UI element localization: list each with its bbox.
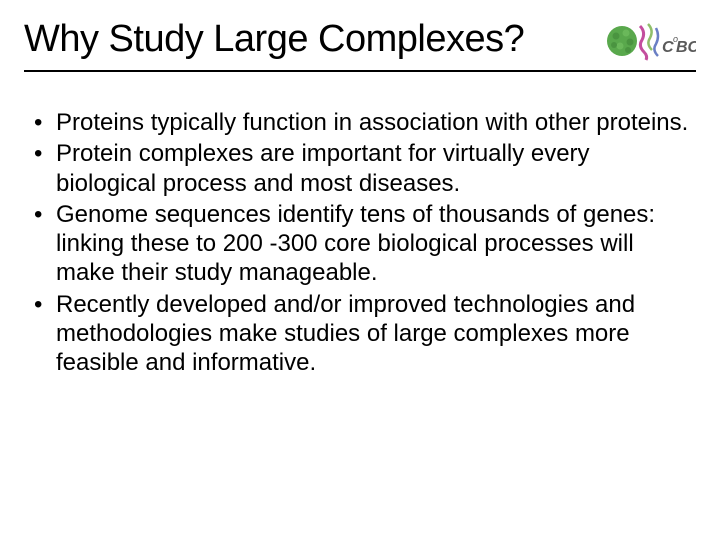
slide-title: Why Study Large Complexes? (24, 18, 524, 62)
bullet-item: Protein complexes are important for virt… (28, 139, 692, 198)
logo-icon: C o BC (606, 18, 696, 64)
slide: Why Study Large Complexes? C o BC (0, 0, 720, 540)
bullet-item: Recently developed and/or improved techn… (28, 290, 692, 378)
bullet-item: Genome sequences identify tens of thousa… (28, 200, 692, 288)
bullet-item: Proteins typically function in associati… (28, 108, 692, 137)
svg-text:BC: BC (676, 39, 696, 56)
header-row: Why Study Large Complexes? C o BC (24, 18, 696, 64)
title-divider (24, 70, 696, 72)
bullet-list: Proteins typically function in associati… (24, 108, 696, 377)
